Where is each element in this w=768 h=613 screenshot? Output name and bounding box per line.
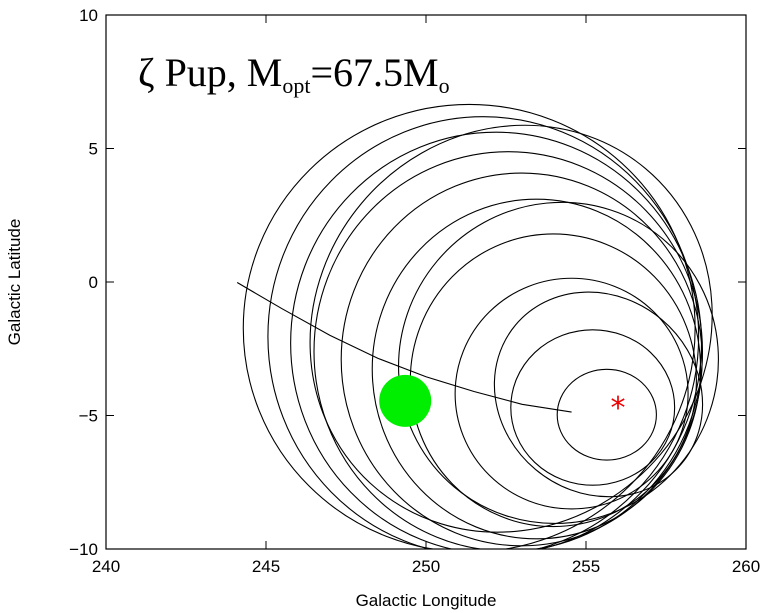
contour-ellipse [510,329,676,486]
y-tick-label: 10 [79,6,98,25]
star-position-marker: * [611,391,626,426]
contour-ellipse [493,291,704,498]
y-tick-label: −5 [79,407,98,426]
y-tick-label: −10 [69,540,98,559]
plot-title: ζ Pup, Mopt=67.5Mo [138,50,450,98]
x-tick-label: 255 [572,557,600,576]
plot-title-sub1: opt [282,73,310,98]
x-tick-label: 250 [412,557,440,576]
contour-ellipse [454,277,689,510]
y-tick-label: 5 [89,140,98,159]
y-axis-title: Galactic Latitude [5,219,24,346]
plot-content: * [236,103,719,549]
x-tick-labels: 240 245 250 255 260 [92,557,760,576]
contour-ellipse [340,172,703,547]
plot-frame [105,14,747,550]
x-axis-title: Galactic Longitude [356,591,497,610]
plot-title-middle: =67.5M [311,50,439,95]
green-position-marker [379,374,432,427]
contour-ellipse [290,131,703,549]
plot-title-prefix: ζ Pup, M [138,50,282,95]
contour-ellipse [409,233,697,528]
contour-ellipse [242,103,696,549]
contour-ellipse [556,368,657,461]
axis-ticks [105,14,747,550]
x-tick-label: 260 [732,557,760,576]
x-tick-label: 245 [252,557,280,576]
y-tick-labels: −10 −5 0 5 10 [69,6,98,559]
contour-ellipse [309,124,713,533]
contour-ellipse [267,116,700,549]
x-tick-label: 240 [92,557,120,576]
y-tick-label: 0 [89,273,98,292]
contour-ellipse [371,198,702,540]
contour-ellipse [398,201,719,525]
plot-title-sub2: o [439,73,450,98]
trajectory-line [236,282,572,413]
